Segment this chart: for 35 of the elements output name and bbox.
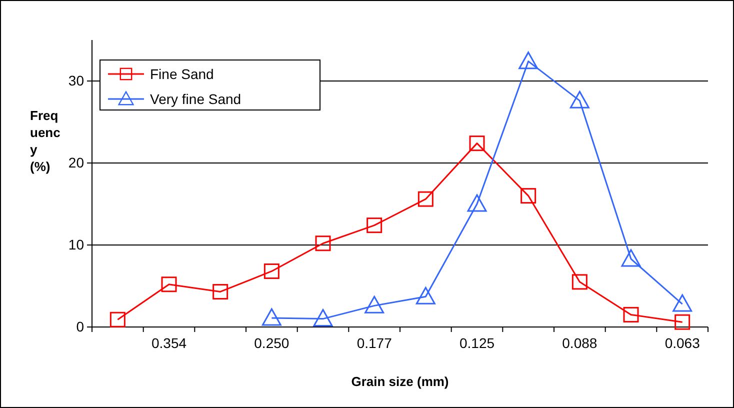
point: [520, 188, 536, 204]
point: [672, 294, 692, 312]
point: [416, 286, 436, 304]
point: [364, 296, 384, 314]
point: [467, 194, 487, 212]
point: [623, 306, 639, 322]
legend-label: Fine Sand: [150, 66, 214, 82]
x-tick-label: 0.177: [356, 335, 392, 352]
x-tick-label: 0.354: [151, 335, 187, 352]
y-tick-label: 30: [68, 72, 84, 88]
y-tick-label: 10: [68, 236, 84, 252]
point: [418, 191, 434, 207]
x-tick-label: 0.088: [562, 335, 598, 352]
point: [212, 284, 228, 300]
y-tick-label: 20: [68, 154, 84, 170]
legend-label: Very fine Sand: [150, 91, 242, 107]
point: [570, 90, 590, 108]
point: [262, 308, 282, 326]
y-tick-label: 0: [76, 318, 84, 334]
x-axis-title: Grain size (mm): [351, 374, 449, 389]
x-tick-label: 0.250: [254, 335, 290, 352]
point: [366, 218, 382, 234]
point: [469, 136, 485, 152]
y-axis-title: Frequency (%): [30, 108, 60, 174]
point: [621, 249, 641, 267]
point: [572, 274, 588, 290]
point: [315, 236, 331, 252]
point: [518, 52, 538, 70]
x-tick-label: 0.125: [459, 335, 495, 352]
point: [264, 263, 280, 279]
point: [313, 309, 333, 327]
point: [161, 276, 177, 292]
point: [110, 312, 126, 328]
x-tick-label: 0.063: [664, 335, 700, 352]
point: [674, 314, 690, 330]
